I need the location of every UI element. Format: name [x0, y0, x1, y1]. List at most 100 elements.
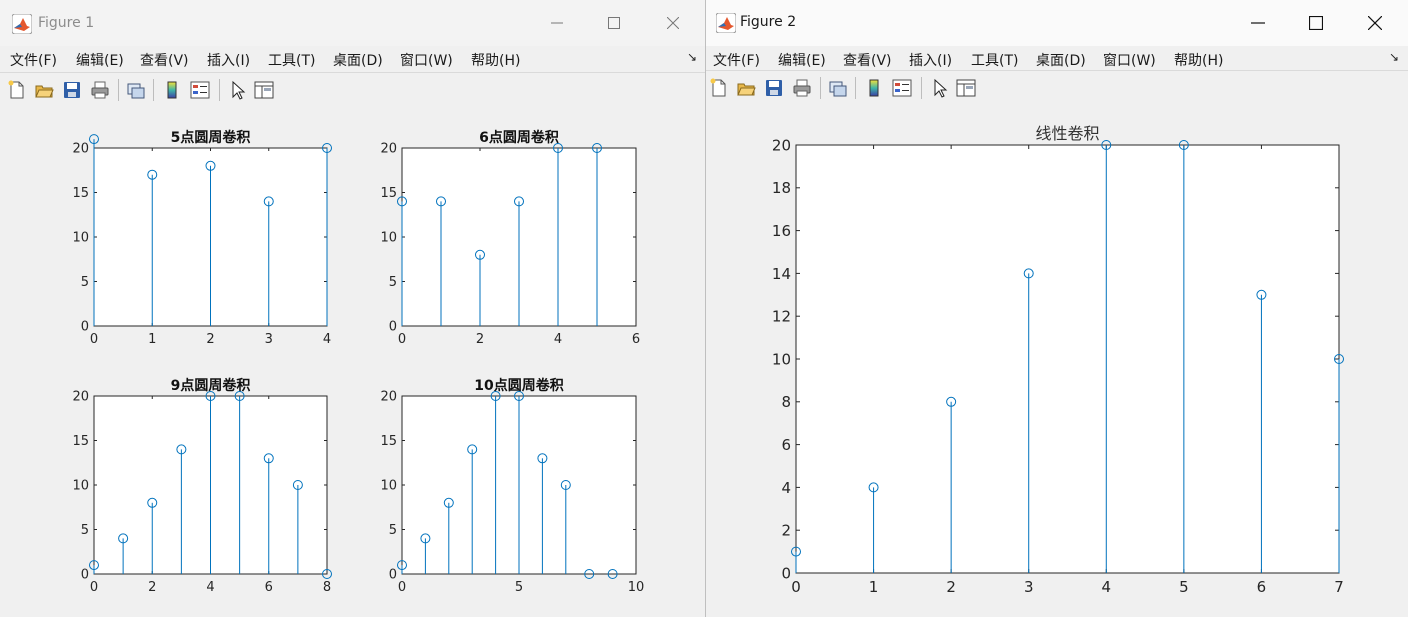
figure-2-canvas[interactable]: 0 1 2 3 4 5 6 7 0 2 4 6 8 10 12 14 16 18 20 线性卷积 [706, 104, 1408, 617]
close-button[interactable] [650, 6, 696, 40]
stem-marker [263, 453, 274, 464]
menubar: 文件(F) 编辑(E) 查看(V) 插入(I) 工具(T) 桌面(D) 窗口(W… [706, 46, 1408, 72]
menu-help[interactable]: 帮助(H) [471, 53, 521, 69]
pointer-icon[interactable] [228, 80, 248, 100]
y-tick-label: 10 [772, 350, 791, 368]
x-tick-label: 0 [90, 580, 98, 595]
figure-2-window: Figure 2 文件(F) 编辑(E) 查看(V) 插入(I) 工具(T) 桌… [706, 0, 1408, 617]
minimize-button[interactable] [1235, 6, 1281, 40]
x-tick-label: 2 [206, 332, 214, 347]
link-plot-icon[interactable] [828, 78, 848, 98]
menu-insert[interactable]: 插入(I) [207, 53, 251, 69]
y-tick-label: 2 [781, 522, 791, 540]
axes-title: 9点圆周卷积 [171, 377, 251, 394]
save-icon[interactable] [764, 78, 784, 98]
toolbar-separator [219, 79, 220, 101]
y-tick-label: 20 [380, 390, 397, 405]
x-tick-label: 1 [869, 578, 879, 596]
menu-insert[interactable]: 插入(I) [909, 53, 953, 69]
stem-marker [89, 134, 99, 145]
property-editor-icon[interactable] [956, 78, 976, 98]
close-icon [1368, 16, 1382, 30]
menu-file[interactable]: 文件(F) [10, 53, 57, 69]
y-tick-label: 5 [389, 275, 397, 290]
maximize-icon [608, 17, 620, 29]
y-tick-label: 10 [380, 231, 397, 246]
x-tick-label: 2 [148, 580, 156, 595]
menu-window[interactable]: 窗口(W) [400, 53, 453, 69]
y-tick-label: 4 [781, 479, 791, 497]
legend-icon[interactable] [892, 78, 912, 98]
toolbar [0, 72, 705, 108]
legend-icon[interactable] [190, 80, 210, 100]
y-tick-label: 5 [81, 275, 89, 290]
stem-marker [1023, 268, 1034, 279]
figure-2-titlebar[interactable]: Figure 2 [706, 0, 1408, 46]
menu-desktop[interactable]: 桌面(D) [333, 53, 383, 69]
x-tick-label: 4 [323, 332, 331, 347]
save-icon[interactable] [62, 80, 82, 100]
stem-marker [1178, 140, 1189, 150]
menu-view[interactable]: 查看(V) [843, 53, 892, 69]
stem-marker [205, 160, 216, 171]
menu-help[interactable]: 帮助(H) [1174, 53, 1224, 69]
y-tick-label: 20 [772, 136, 791, 154]
y-tick-label: 8 [781, 393, 791, 411]
close-button[interactable] [1352, 6, 1398, 40]
colorbar-icon[interactable] [162, 80, 182, 100]
print-icon[interactable] [792, 78, 812, 98]
stem-marker [234, 391, 245, 401]
y-tick-label: 5 [389, 523, 397, 538]
open-file-icon[interactable] [34, 80, 54, 100]
dock-arrow-icon[interactable]: ↘ [687, 50, 698, 64]
x-tick-label: 0 [398, 332, 406, 347]
stem-marker [118, 533, 129, 544]
open-file-icon[interactable] [736, 78, 756, 98]
menu-window[interactable]: 窗口(W) [1103, 53, 1156, 69]
x-tick-label: 4 [206, 580, 214, 595]
stem-marker [147, 497, 158, 508]
y-tick-label: 5 [81, 523, 89, 538]
maximize-button[interactable] [591, 6, 637, 40]
print-icon[interactable] [90, 80, 110, 100]
stem-marker [263, 196, 274, 207]
y-tick-label: 0 [81, 320, 89, 335]
menu-tools[interactable]: 工具(T) [971, 53, 1019, 69]
menu-view[interactable]: 查看(V) [140, 53, 189, 69]
menu-tools[interactable]: 工具(T) [268, 53, 316, 69]
y-tick-label: 15 [380, 434, 397, 449]
matlab-logo-icon [12, 14, 32, 34]
stem-marker [89, 560, 99, 571]
new-figure-icon[interactable] [7, 80, 27, 100]
menu-edit[interactable]: 编辑(E) [778, 53, 826, 69]
stem-marker [292, 480, 303, 490]
menu-edit[interactable]: 编辑(E) [76, 53, 124, 69]
pointer-icon[interactable] [930, 78, 950, 98]
property-editor-icon[interactable] [254, 80, 274, 100]
figure-1-plots: 0 1 2 3 4 0 5 10 15 20 5点圆周卷积 0 2 4 6 0 5 10 15 20 6点圆周卷积 0 2 4… [72, 129, 644, 595]
window-title: Figure 2 [740, 14, 797, 30]
colorbar-icon[interactable] [864, 78, 884, 98]
toolbar-separator [153, 79, 154, 101]
stem-marker [514, 196, 524, 207]
x-tick-label: 1 [148, 332, 156, 347]
stem-marker [322, 569, 332, 579]
menu-desktop[interactable]: 桌面(D) [1036, 53, 1086, 69]
dock-arrow-icon[interactable]: ↘ [1389, 50, 1400, 64]
minimize-button[interactable] [534, 6, 580, 40]
x-tick-label: 5 [1179, 578, 1189, 596]
x-tick-label: 0 [791, 578, 801, 596]
figure-1-canvas[interactable]: 0 1 2 3 4 0 5 10 15 20 5点圆周卷积 0 2 4 6 0 5 10 15 20 6点圆周卷积 0 2 4… [0, 106, 705, 617]
axes-2: 0 2 4 6 0 5 10 15 20 6点圆周卷积 [380, 129, 640, 347]
menu-file[interactable]: 文件(F) [713, 53, 760, 69]
new-figure-icon[interactable] [709, 78, 729, 98]
y-tick-label: 0 [81, 568, 89, 583]
y-tick-label: 15 [72, 434, 89, 449]
maximize-button[interactable] [1293, 6, 1339, 40]
link-plot-icon[interactable] [126, 80, 146, 100]
y-tick-label: 16 [772, 222, 791, 240]
axes-3: 0 2 4 6 8 0 5 10 15 20 9点圆周卷积 [72, 377, 332, 595]
figure-1-titlebar[interactable]: Figure 1 [0, 0, 705, 46]
x-tick-label: 0 [398, 580, 406, 595]
